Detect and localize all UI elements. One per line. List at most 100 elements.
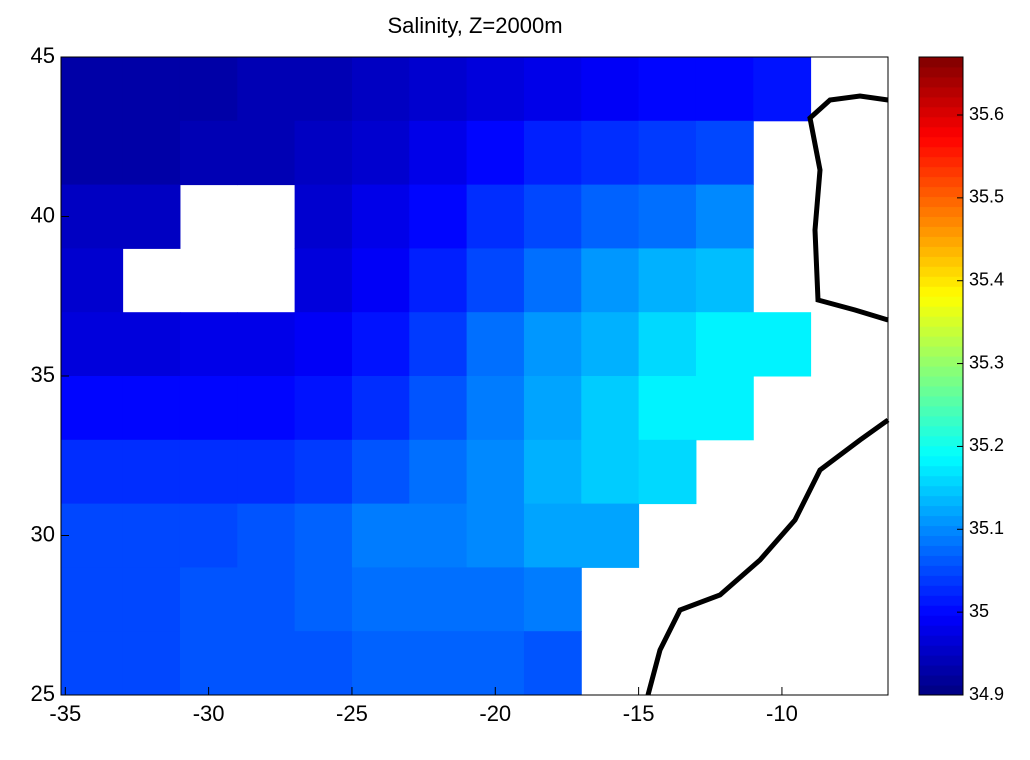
cell [179, 503, 238, 568]
colorbar-step [919, 126, 963, 138]
cell [237, 376, 296, 441]
cell [466, 631, 525, 696]
y-tick-label: 25 [31, 681, 55, 706]
cell [122, 439, 181, 505]
cell [351, 376, 410, 441]
colorbar-step [919, 445, 963, 457]
colorbar-step [919, 356, 963, 367]
colorbar-tick-label: 35.1 [969, 518, 1004, 538]
x-tick-label: -30 [193, 701, 225, 726]
cell [61, 184, 124, 249]
cell [237, 312, 296, 377]
colorbar-step [919, 246, 963, 257]
cell [122, 120, 181, 186]
colorbar-step [919, 376, 963, 387]
colorbar-step [919, 216, 963, 227]
cell [122, 567, 181, 632]
colorbar-step [919, 236, 963, 247]
cell [351, 439, 410, 505]
colorbar-step [919, 465, 963, 477]
cell [179, 439, 238, 505]
cell [61, 631, 124, 696]
cell [523, 312, 582, 377]
colorbar-step [919, 395, 963, 407]
cell [351, 120, 410, 186]
colorbar-step [919, 585, 963, 596]
colorbar-step [919, 525, 963, 536]
cell [581, 503, 640, 568]
colorbar-step [919, 505, 963, 517]
cell [466, 184, 525, 249]
cell [695, 248, 754, 313]
cell [466, 248, 525, 313]
cell [237, 631, 296, 696]
colorbar-step [919, 136, 963, 148]
cell [466, 376, 525, 441]
cell [294, 184, 353, 249]
cell [753, 57, 812, 122]
cell [294, 439, 353, 505]
x-tick-label: -15 [623, 701, 655, 726]
cell [581, 439, 640, 505]
cell [695, 57, 754, 122]
colorbar-step [919, 575, 963, 586]
colorbar-step [919, 57, 963, 68]
cell [61, 57, 124, 122]
coastline [645, 417, 890, 696]
colorbar-step [919, 485, 963, 497]
cell [409, 184, 468, 249]
y-tick-label: 45 [31, 43, 55, 68]
cell [409, 120, 468, 186]
cell [122, 503, 181, 568]
cell [409, 503, 468, 568]
overlay: -35 -30 -25 -20 -15 -10 25 30 35 40 45 [31, 43, 889, 726]
cell [695, 312, 754, 377]
cell [179, 376, 238, 441]
cell [351, 503, 410, 568]
colorbar-step [919, 96, 963, 108]
cell [581, 248, 640, 313]
cell [466, 439, 525, 505]
cell [61, 312, 124, 377]
cell [409, 248, 468, 313]
colorbar-step [919, 86, 963, 98]
cell [61, 120, 124, 186]
cell [695, 376, 754, 441]
cell [237, 439, 296, 505]
cell [466, 120, 525, 186]
cell [581, 376, 640, 441]
cell [179, 312, 238, 377]
colorbar-tick-label: 35.4 [969, 269, 1004, 289]
colorbar-step [919, 625, 963, 636]
colorbar-step [919, 545, 963, 556]
cell [581, 184, 640, 249]
colorbar-step [919, 615, 963, 626]
cell [753, 312, 812, 377]
colorbar-step [919, 665, 963, 676]
colorbar-step [919, 635, 963, 646]
cell [179, 567, 238, 632]
cell [294, 120, 353, 186]
colorbar-step [919, 326, 963, 337]
field [61, 57, 812, 696]
cell [351, 248, 410, 313]
cell [179, 631, 238, 696]
colorbar-tick-label: 34.9 [969, 684, 1004, 704]
cell [523, 503, 582, 568]
cell [523, 248, 582, 313]
cell [638, 248, 697, 313]
cell [638, 312, 697, 377]
y-tick-label: 35 [31, 362, 55, 387]
cell [409, 312, 468, 377]
colorbar-step [919, 266, 963, 277]
colorbar-step [919, 415, 963, 427]
colorbar-step [919, 675, 963, 686]
cell [351, 312, 410, 377]
colorbar-step [919, 226, 963, 237]
colorbar-step [919, 296, 963, 307]
colorbar-step [919, 196, 963, 208]
colorbar-step [919, 156, 963, 168]
cell [466, 312, 525, 377]
cell [638, 376, 697, 441]
cell [638, 57, 697, 122]
